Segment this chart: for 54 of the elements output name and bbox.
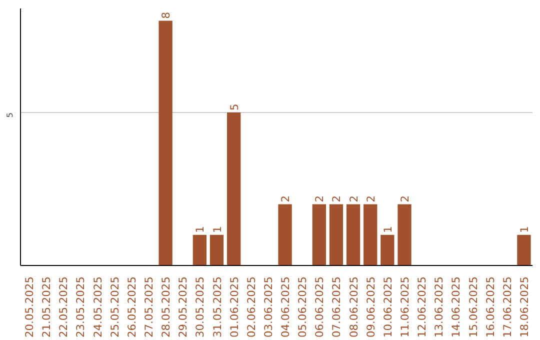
data-label: 2 bbox=[313, 196, 326, 202]
x-tick-label: 29.05.2025 bbox=[176, 276, 190, 338]
x-tick-label: 26.05.2025 bbox=[125, 276, 138, 338]
x-tick-label: 12.06.2025 bbox=[416, 276, 429, 338]
data-label: 8 bbox=[160, 12, 173, 19]
bar bbox=[192, 234, 207, 266]
data-label: 2 bbox=[364, 196, 378, 202]
x-tick-label: 06.06.2025 bbox=[313, 276, 326, 338]
data-label: 2 bbox=[279, 196, 292, 202]
x-tick-label: 04.06.2025 bbox=[279, 276, 292, 338]
x-tick-label: 13.06.2025 bbox=[432, 276, 446, 338]
data-label: 2 bbox=[330, 196, 344, 202]
x-tick-label: 05.06.2025 bbox=[296, 276, 310, 338]
data-label: 1 bbox=[210, 226, 224, 233]
x-tick-label: 10.06.2025 bbox=[381, 276, 394, 338]
x-tick-label: 28.05.2025 bbox=[160, 276, 173, 338]
x-tick-label: 31.05.2025 bbox=[210, 276, 224, 338]
x-tick-label: 18.06.2025 bbox=[518, 276, 531, 338]
x-tick-label: 23.05.2025 bbox=[74, 276, 88, 338]
bar bbox=[312, 204, 326, 266]
x-tick-label: 21.05.2025 bbox=[40, 276, 54, 338]
x-tick-label: 25.05.2025 bbox=[108, 276, 122, 338]
x-tick-label: 11.06.2025 bbox=[398, 276, 412, 338]
x-tick-label: 24.05.2025 bbox=[91, 276, 104, 338]
x-tick-label: 27.05.2025 bbox=[142, 276, 156, 338]
bar bbox=[380, 234, 394, 266]
data-label: 1 bbox=[518, 226, 531, 233]
x-tick-label: 02.06.2025 bbox=[244, 276, 258, 338]
x-tick-label: 30.05.2025 bbox=[194, 276, 207, 338]
x-tick-label: 17.06.2025 bbox=[500, 276, 514, 338]
bar bbox=[398, 204, 412, 266]
bar bbox=[158, 20, 172, 266]
x-tick-label: 14.06.2025 bbox=[450, 276, 463, 338]
data-label: 5 bbox=[228, 104, 241, 111]
bar bbox=[364, 204, 378, 266]
bar bbox=[346, 204, 360, 266]
bar bbox=[517, 234, 531, 266]
x-tick-label: 15.06.2025 bbox=[466, 276, 480, 338]
bar bbox=[210, 234, 224, 266]
bar bbox=[227, 112, 241, 266]
data-label: 2 bbox=[398, 196, 412, 202]
bar bbox=[278, 204, 292, 266]
data-label: 2 bbox=[347, 196, 360, 202]
x-tick-label: 22.05.2025 bbox=[57, 276, 70, 338]
data-label: 1 bbox=[194, 226, 207, 233]
x-tick-label: 20.05.2025 bbox=[23, 276, 36, 338]
x-tick-label: 09.06.2025 bbox=[364, 276, 378, 338]
x-tick-label: 16.06.2025 bbox=[484, 276, 497, 338]
bar bbox=[329, 204, 344, 266]
data-label: 1 bbox=[381, 226, 394, 233]
x-tick-label: 08.06.2025 bbox=[347, 276, 360, 338]
x-tick-label: 01.06.2025 bbox=[228, 276, 241, 338]
x-tick-label: 07.06.2025 bbox=[330, 276, 344, 338]
x-tick-label: 03.06.2025 bbox=[262, 276, 275, 338]
